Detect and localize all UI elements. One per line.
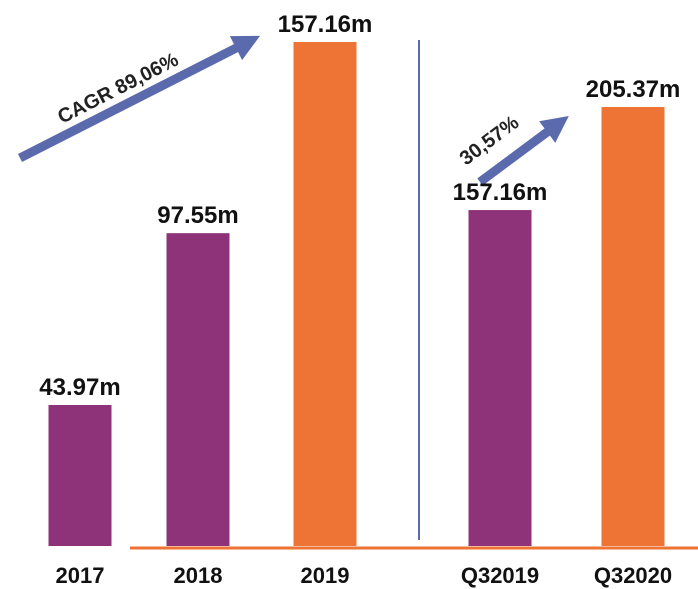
x-tick-label: 2017 (56, 563, 105, 588)
x-tick-label: 2018 (174, 563, 223, 588)
value-label: 43.97m (39, 374, 120, 401)
value-label: 157.16m (278, 11, 373, 38)
growth-arrow (17, 35, 261, 163)
bar (468, 210, 532, 546)
x-tick-label: Q32019 (461, 563, 539, 588)
bar (48, 404, 112, 546)
bar (293, 42, 357, 546)
value-label: 157.16m (453, 179, 548, 206)
growth-arrow (477, 115, 569, 186)
x-tick-label: Q32020 (594, 563, 672, 588)
bar (601, 107, 665, 546)
value-label: 97.55m (157, 202, 238, 229)
x-tick-label: 2019 (301, 563, 350, 588)
bar (166, 233, 230, 546)
value-label: 205.37m (586, 76, 681, 103)
